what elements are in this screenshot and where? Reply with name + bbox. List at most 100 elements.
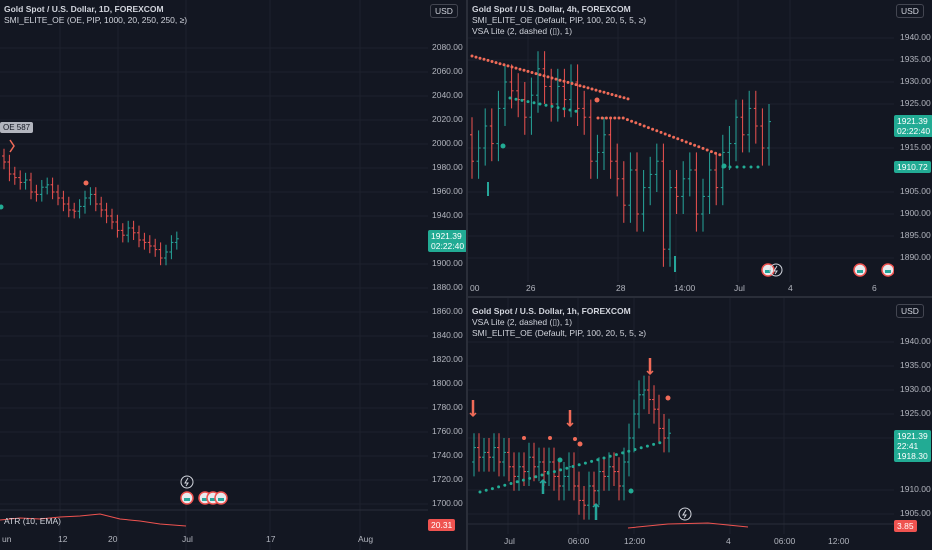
daily-indicator-legend[interactable]: SMI_ELITE_OE (OE, PIP, 1000, 20, 250, 25… xyxy=(4,15,188,25)
signal-badge-icon[interactable] xyxy=(853,263,867,277)
trail-dot xyxy=(655,129,659,133)
axis-tick-label: 1915.00 xyxy=(900,142,931,152)
trail-dot xyxy=(528,476,532,480)
trail-dot xyxy=(735,165,739,169)
1h-last-price: 1921.39 xyxy=(897,431,928,441)
daily-time-axis[interactable]: un 12 20 Jul 17 Aug xyxy=(0,534,428,550)
flash-icon xyxy=(769,263,783,277)
trail-dot xyxy=(548,436,552,440)
axis-tick-label: 1800.00 xyxy=(432,378,463,388)
trail-dot xyxy=(498,62,502,66)
trail-dot xyxy=(582,85,586,89)
4h-currency-button[interactable]: USD xyxy=(896,4,924,18)
oe-signal-label: OE 587 xyxy=(0,122,34,133)
trail-dot xyxy=(618,95,622,99)
1h-price-axis[interactable]: USD 1940.001935.001930.001925.001920.001… xyxy=(894,298,932,534)
trail-dot xyxy=(508,96,512,100)
4h-time-axis[interactable]: 00 26 28 14:00 Jul 4 6 xyxy=(468,283,894,296)
1h-time-axis[interactable]: Jul 06:00 12:00 4 06:00 12:00 xyxy=(468,536,894,550)
4h-vsa-legend[interactable]: VSA Lite (2, dashed (▯), 1) xyxy=(472,26,573,36)
signal-arrow-head xyxy=(539,478,547,484)
daily-y-ticks: 2080.00 2060.00 2040.00 2020.00 2000.00 1980.… xyxy=(432,0,466,550)
trail-dot xyxy=(520,98,524,102)
pane-divider-vertical[interactable] xyxy=(466,0,468,550)
trail-dot xyxy=(609,116,613,120)
trail-dot xyxy=(546,471,550,475)
trail-dot xyxy=(602,456,606,460)
signal-arrow-head xyxy=(469,412,477,418)
trail-dot xyxy=(502,63,506,67)
trail-dot xyxy=(596,116,600,120)
4h-level-tag: 1910.72 xyxy=(894,161,931,173)
trail-dot xyxy=(490,487,494,491)
1h-candles-canvas[interactable] xyxy=(468,298,894,534)
daily-legend: Gold Spot / U.S. Dollar, 1D, FOREXCOM SM… xyxy=(4,4,187,26)
signal-arrow-head xyxy=(646,370,654,376)
daily-price-axis[interactable]: USD 2080.00 2060.00 2040.00 2020.00 2000.00 1… xyxy=(428,0,466,550)
4h-candles-canvas[interactable] xyxy=(468,0,894,282)
daily-candles-canvas[interactable] xyxy=(0,0,428,550)
1h-symbol-title[interactable]: Gold Spot / U.S. Dollar, 1h, FOREXCOM xyxy=(472,306,631,316)
axis-tick-label: 26 xyxy=(526,283,536,293)
atr-line xyxy=(627,522,749,529)
axis-tick-label: 1905.00 xyxy=(900,186,931,196)
trail-dot xyxy=(598,89,602,93)
trail-dot xyxy=(626,97,630,101)
chart-pane-daily[interactable]: Gold Spot / U.S. Dollar, 1D, FOREXCOM SM… xyxy=(0,0,428,550)
trail-dot xyxy=(486,58,490,62)
1h-currency-button[interactable]: USD xyxy=(896,304,924,318)
trail-dot xyxy=(565,466,569,470)
trail-dot xyxy=(571,465,575,468)
trail-dot xyxy=(570,82,574,85)
daily-currency-button[interactable]: USD xyxy=(430,4,458,18)
axis-tick-label: 4 xyxy=(788,283,793,293)
trail-dot xyxy=(562,79,566,83)
daily-last-price: 1921.39 xyxy=(431,231,462,241)
4h-legend: Gold Spot / U.S. Dollar, 4h, FOREXCOM SM… xyxy=(472,4,646,37)
axis-tick-label: 1740.00 xyxy=(432,450,463,460)
trail-dot xyxy=(718,153,722,157)
trail-dot xyxy=(478,56,482,60)
trail-dot xyxy=(652,442,656,446)
axis-tick-label: 1980.00 xyxy=(432,162,463,172)
trail-dot xyxy=(590,87,594,91)
trail-dot xyxy=(693,143,697,147)
trail-dot xyxy=(494,61,498,65)
1h-smi-legend[interactable]: SMI_ELITE_OE (Default, PIP, 100, 20, 5, … xyxy=(472,328,647,338)
atr-legend[interactable]: ATR (10, EMA) xyxy=(4,516,61,526)
axis-tick-label: 1960.00 xyxy=(432,186,463,196)
trail-dot xyxy=(515,480,519,484)
signal-badge-icon[interactable] xyxy=(881,263,894,277)
trail-dot xyxy=(566,80,570,84)
signal-arrow-head xyxy=(592,502,600,508)
chart-pane-4h[interactable]: Gold Spot / U.S. Dollar, 4h, FOREXCOM SM… xyxy=(468,0,894,282)
daily-symbol-title[interactable]: Gold Spot / U.S. Dollar, 1D, FOREXCOM xyxy=(4,4,164,14)
trail-dot xyxy=(474,55,478,59)
trail-dot xyxy=(526,69,530,73)
axis-tick-label: 1900.00 xyxy=(900,208,931,218)
1h-atr-tag: 3.85 xyxy=(894,520,917,532)
trail-dot xyxy=(701,146,705,150)
chart-pane-1h[interactable]: Gold Spot / U.S. Dollar, 1h, FOREXCOM VS… xyxy=(468,298,894,534)
4h-price-axis[interactable]: USD 1940.00 1935.00 1930.00 1925.00 1915.00 1… xyxy=(894,0,932,282)
trail-dot xyxy=(506,64,510,68)
trail-dot xyxy=(577,463,581,467)
trail-dot xyxy=(577,441,583,447)
4h-symbol-title[interactable]: Gold Spot / U.S. Dollar, 4h, FOREXCOM xyxy=(472,4,631,14)
trail-dot xyxy=(742,165,746,169)
trail-dot xyxy=(542,74,546,78)
axis-tick-label: 06:00 xyxy=(568,536,590,546)
trail-dot xyxy=(509,482,513,485)
signal-badge-icon[interactable] xyxy=(180,491,194,505)
trail-dot xyxy=(556,106,560,110)
4h-smi-legend[interactable]: SMI_ELITE_OE (Default, PIP, 100, 20, 5, … xyxy=(472,15,647,25)
trail-dot xyxy=(534,475,538,479)
axis-tick-label: 06:00 xyxy=(774,536,796,546)
axis-tick-label: 2020.00 xyxy=(432,114,463,124)
pane-divider-horizontal[interactable] xyxy=(468,296,932,298)
trail-dot xyxy=(490,60,494,63)
signal-badge-icon[interactable] xyxy=(214,491,228,505)
axis-tick-label: 1930.00 xyxy=(900,384,931,394)
trail-dot xyxy=(550,76,554,80)
1h-vsa-legend[interactable]: VSA Lite (2, dashed (▯), 1) xyxy=(472,317,573,327)
